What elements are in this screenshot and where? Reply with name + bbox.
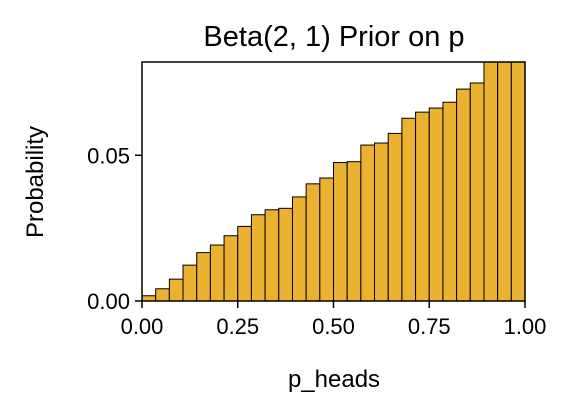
histogram-bar [305,183,321,302]
histogram-bar [196,252,211,302]
x-tick-label: 0.00 [121,314,164,339]
histogram-bar [456,88,471,302]
y-tick-label: 0.05 [87,143,130,168]
y-axis-label: Probability [22,126,49,238]
histogram-bar [291,196,307,302]
x-axis-ticks: 0.00 0.25 0.50 0.75 1.00 [121,301,547,339]
histogram-bar [497,61,512,302]
x-tick-label: 0.75 [408,314,451,339]
histogram-bar [141,295,157,302]
histogram-bar [442,101,458,302]
histogram-bar [401,117,417,302]
bars-group [141,61,526,302]
histogram-bar [237,225,252,302]
histogram-bar [223,235,239,302]
histogram-bar [319,177,335,302]
y-tick-label: 0.00 [87,289,130,314]
histogram-bar [483,61,499,302]
histogram-bar [209,244,225,302]
histogram-bar [182,264,198,302]
histogram-bar [250,214,266,302]
histogram-bar [168,278,184,302]
x-tick-label: 0.25 [216,314,259,339]
histogram-bar [155,288,170,302]
y-axis-ticks: 0.00 0.05 [87,143,142,314]
histogram-bar [278,207,293,302]
histogram-bar [374,142,389,302]
histogram-bar [333,162,348,302]
histogram-bar [428,107,444,302]
histogram-bar [387,132,403,302]
x-axis-label: p_heads [288,366,380,393]
histogram-bar [264,209,280,302]
chart-title: Beta(2, 1) Prior on p [203,21,464,53]
histogram-bar [360,144,376,302]
histogram-bar [469,82,485,302]
x-tick-label: 1.00 [504,314,547,339]
x-tick-label: 0.50 [312,314,355,339]
histogram-bar [510,61,526,302]
histogram-bar [346,161,362,302]
histogram-bar [415,111,430,302]
